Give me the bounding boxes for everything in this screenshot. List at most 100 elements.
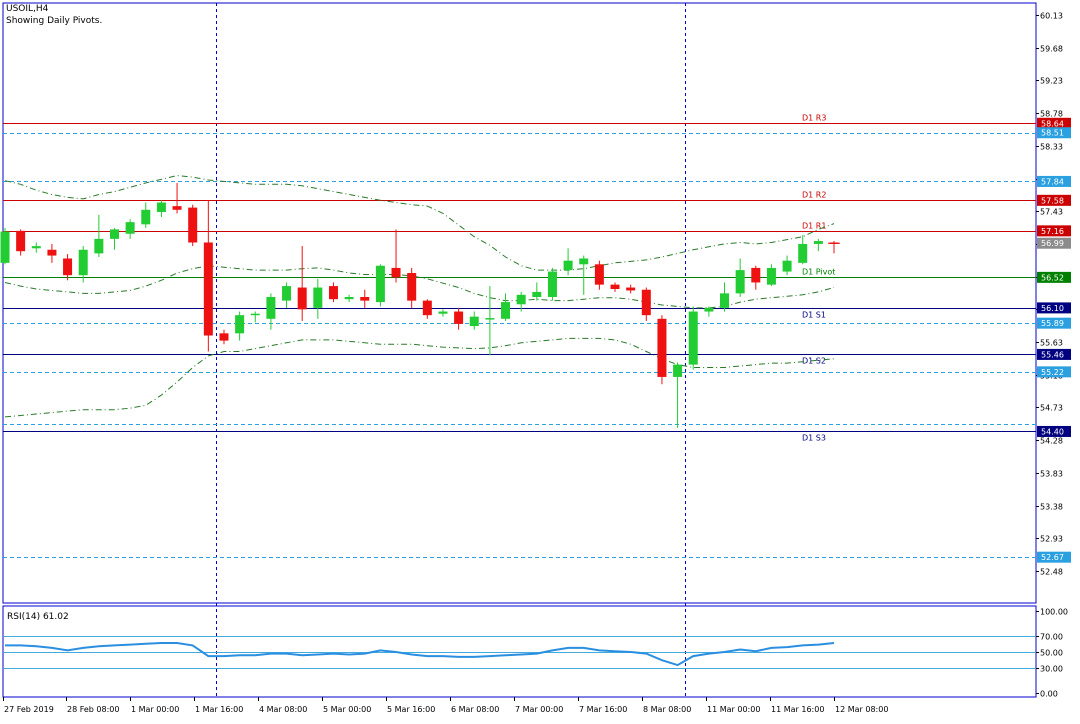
price-tag-label: 58.64 [1041, 119, 1064, 128]
candle-body [657, 318, 667, 377]
rsi-line [5, 642, 835, 667]
main-plot-frame [2, 2, 1037, 604]
rsi-title: RSI(14) 61.02 [7, 612, 69, 622]
time-axis-label: 12 Mar 08:00 [835, 705, 888, 714]
price-tag-box [1037, 425, 1071, 437]
candle-body [0, 231, 10, 263]
price-tag-box [1037, 225, 1071, 237]
candle-body [626, 287, 636, 291]
candle-body [704, 307, 714, 312]
pivot-level-label: D1 R1 [802, 222, 826, 231]
time-axis-label: 7 Mar 16:00 [579, 705, 627, 714]
candle-body [125, 222, 135, 234]
price-axis-label: 53.38 [1040, 503, 1063, 512]
price-axis-label: 55.63 [1040, 339, 1063, 348]
price-tag-label: 54.40 [1041, 427, 1064, 436]
price-tag-label: 57.58 [1041, 196, 1064, 205]
time-axis-label: 6 Mar 08:00 [451, 705, 499, 714]
candle-body [266, 296, 276, 319]
price-axis-label: 59.68 [1040, 45, 1063, 54]
candle-body [720, 293, 730, 308]
candle-body [16, 230, 26, 252]
candle-body [782, 260, 792, 272]
candle-body [250, 313, 260, 316]
candle-body [438, 311, 448, 314]
bollinger-lower-line [4, 337, 835, 418]
price-axis-label: 54.28 [1040, 437, 1063, 446]
price-axis-label: 58.78 [1040, 110, 1063, 119]
candle-body [188, 207, 198, 243]
candle-body [798, 243, 808, 263]
time-axis-label: 1 Mar 00:00 [131, 705, 179, 714]
price-axis-label: 52.48 [1040, 568, 1063, 577]
price-tag-label: 56.52 [1041, 273, 1064, 282]
time-axis-label: 5 Mar 00:00 [323, 705, 371, 714]
time-axis-label: 8 Mar 08:00 [643, 705, 691, 714]
candle-body [751, 267, 761, 283]
candle-body [766, 267, 776, 285]
price-tag-label: 52.67 [1041, 553, 1064, 562]
price-tag-box [1037, 194, 1071, 206]
candle-body [516, 294, 526, 305]
rsi-axis-label: 30.00 [1040, 665, 1063, 674]
pivot-level-label: D1 S3 [802, 434, 826, 443]
candle-body [547, 271, 557, 297]
candle-body [94, 238, 104, 254]
candle-body [501, 302, 511, 319]
candle-body [172, 206, 182, 210]
price-tag-box [1037, 348, 1071, 360]
price-tag-box [1037, 551, 1071, 563]
candle-body [344, 296, 354, 300]
time-axis-label: 1 Mar 16:00 [195, 705, 243, 714]
candle-body [109, 229, 119, 239]
bollinger-middle-line [4, 265, 835, 309]
candle-body [735, 270, 745, 294]
price-tag-label: 57.16 [1041, 227, 1064, 236]
price-tag-box [1037, 366, 1071, 378]
candle-body [375, 265, 385, 303]
pivot-level-label: D1 R2 [802, 191, 826, 200]
candle-body [203, 242, 213, 336]
pivot-level-label: D1 R3 [802, 114, 826, 123]
price-tag-box [1037, 117, 1071, 129]
candle-body [282, 286, 292, 301]
rsi-axis-label: 0.00 [1040, 690, 1058, 699]
day-separators [216, 3, 686, 697]
pivot-level-label: D1 S1 [802, 311, 826, 320]
candle-body [485, 318, 495, 320]
price-tag-box [1037, 127, 1071, 139]
price-axis-label: 57.43 [1040, 208, 1063, 217]
price-tag-box [1037, 237, 1071, 249]
rsi-panel: RSI(14) 61.02 100.00 70.00 50.00 30.00 0.00 [3, 608, 1068, 699]
price-tag-label: 55.22 [1041, 368, 1064, 377]
time-axis-label: 7 Mar 00:00 [515, 705, 563, 714]
price-tag-box [1037, 317, 1071, 329]
candle-body [594, 264, 604, 285]
pivot-level-label: D1 Pivot [802, 268, 835, 277]
candle-body [422, 300, 432, 316]
candle-body [328, 286, 338, 300]
price-axis-label: 59.23 [1040, 77, 1063, 86]
candle-body [313, 287, 323, 308]
candle-body [391, 267, 401, 278]
candle-body [641, 289, 651, 316]
price-tag-box [1037, 271, 1071, 283]
candle-body [235, 315, 245, 334]
candlesticks [0, 182, 840, 428]
candle-body [469, 316, 479, 327]
chart-frames [2, 2, 1037, 698]
price-tag-label: 55.89 [1041, 319, 1064, 328]
candle-body [673, 364, 683, 377]
price-axis: 60.1359.6859.2358.7858.3357.8857.4356.98… [1036, 12, 1063, 577]
candle-body [47, 249, 57, 256]
candle-body [579, 258, 589, 265]
candle-body [63, 258, 73, 276]
price-axis-label: 60.13 [1040, 12, 1063, 21]
price-axis-label: 58.33 [1040, 143, 1063, 152]
price-tag-label: 55.46 [1041, 350, 1064, 359]
price-tag-box [1037, 302, 1071, 314]
